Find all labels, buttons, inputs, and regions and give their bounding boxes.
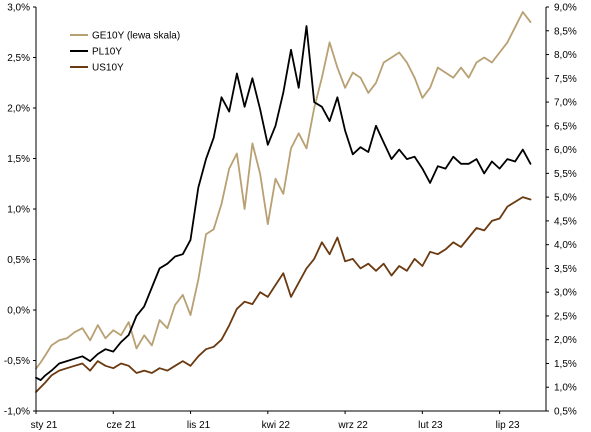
right-tick-label: 1,0%	[554, 383, 577, 394]
left-tick-label: 1,5%	[7, 154, 30, 165]
right-tick-label: 8,5%	[554, 26, 577, 37]
legend-box	[66, 24, 212, 76]
x-tick-label: lut 23	[418, 420, 443, 431]
series-layer	[35, 11, 532, 393]
right-tick-label: 1,5%	[554, 359, 577, 370]
left-tick-label: 0,5%	[7, 255, 30, 266]
left-tick-label: 3,0%	[7, 3, 30, 14]
right-tick-label: 2,5%	[554, 311, 577, 322]
x-tick-label: cze 21	[107, 420, 137, 431]
legend-label-ge10y: GE10Y (lewa skala)	[92, 31, 180, 42]
axis-layer: -1,0% -0,5% 0,0% 0,5% 1,0% 1,5% 2,0% 2,5% 3,0% 0,…	[4, 3, 577, 432]
right-tick-label: 4,0%	[554, 240, 577, 251]
right-tick-label: 6,0%	[554, 145, 577, 156]
left-tick-label: -0,5%	[4, 356, 30, 367]
left-tick-label: 1,0%	[7, 205, 30, 216]
left-tick-label: 0,0%	[7, 306, 30, 317]
right-tick-label: 3,5%	[554, 264, 577, 275]
legend-label-pl10y: PL10Y	[92, 47, 122, 58]
series-line-pl10y	[35, 25, 532, 382]
series-line-ge10y	[35, 11, 532, 370]
left-tick-label: 2,5%	[7, 53, 30, 64]
right-tick-label: 4,5%	[554, 216, 577, 227]
right-tick-label: 7,0%	[554, 98, 577, 109]
right-tick-label: 6,5%	[554, 121, 577, 132]
right-tick-label: 0,5%	[554, 407, 577, 418]
right-tick-label: 2,0%	[554, 335, 577, 346]
x-tick-label: wrz 22	[337, 420, 368, 431]
x-tick-label: sty 21	[31, 420, 58, 431]
legend-label-us10y: US10Y	[92, 63, 124, 74]
right-tick-label: 5,5%	[554, 169, 577, 180]
right-tick-label: 8,0%	[554, 50, 577, 61]
x-tick-label: kwi 22	[262, 420, 291, 431]
right-tick-label: 5,0%	[554, 193, 577, 204]
x-tick-label: lip 23	[496, 420, 520, 431]
right-tick-label: 7,5%	[554, 74, 577, 85]
left-tick-label: -1,0%	[4, 407, 30, 418]
x-tick-label: lis 21	[187, 420, 211, 431]
left-tick-label: 2,0%	[7, 104, 30, 115]
legend: GE10Y (lewa skala) PL10Y US10Y	[66, 24, 212, 76]
series-line-us10y	[35, 196, 532, 393]
right-tick-label: 3,0%	[554, 288, 577, 299]
right-tick-label: 9,0%	[554, 3, 577, 14]
